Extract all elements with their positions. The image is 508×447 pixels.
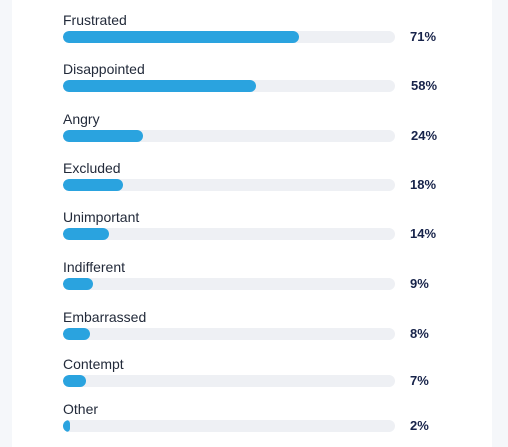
bar-track-angry bbox=[63, 130, 395, 142]
bar-value-label-other: 2% bbox=[410, 418, 429, 433]
bar-label-unimportant: Unimportant bbox=[63, 209, 140, 225]
bar-contempt bbox=[63, 375, 87, 387]
bar-row-indifferent: Indifferent 9% bbox=[12, 259, 492, 299]
bar-indifferent bbox=[63, 278, 93, 290]
bar-disappointed bbox=[63, 80, 256, 92]
bar-value-label-unimportant: 14% bbox=[410, 226, 437, 241]
bar-unimportant bbox=[63, 228, 110, 240]
bar-label-embarrassed: Embarrassed bbox=[63, 309, 147, 325]
chart-card: Frustrated 71% Disappointed 58% Angry 24% Excl… bbox=[12, 0, 492, 447]
bar-frustrated bbox=[63, 31, 299, 43]
bar-track-unimportant bbox=[63, 228, 395, 240]
bar-row-excluded: Excluded 18% bbox=[12, 160, 492, 200]
bar-row-angry: Angry 24% bbox=[12, 111, 492, 151]
bar-track-other bbox=[63, 420, 395, 432]
bar-angry bbox=[63, 130, 143, 142]
bar-row-contempt: Contempt 7% bbox=[12, 356, 492, 396]
bar-track-excluded bbox=[63, 179, 395, 191]
bar-row-unimportant: Unimportant 14% bbox=[12, 209, 492, 249]
bar-value-label-angry: 24% bbox=[411, 128, 438, 143]
bar-value-label-frustrated: 71% bbox=[410, 29, 437, 44]
bar-track-disappointed bbox=[63, 80, 395, 92]
bar-row-embarrassed: Embarrassed 8% bbox=[12, 309, 492, 349]
bar-label-contempt: Contempt bbox=[63, 356, 124, 372]
bar-track-frustrated bbox=[63, 31, 395, 43]
bar-label-disappointed: Disappointed bbox=[63, 61, 145, 77]
bar-row-disappointed: Disappointed 58% bbox=[12, 61, 492, 101]
bar-track-indifferent bbox=[63, 278, 395, 290]
bar-value-label-excluded: 18% bbox=[410, 177, 437, 192]
bar-label-angry: Angry bbox=[63, 111, 100, 127]
bar-track-embarrassed bbox=[63, 328, 395, 340]
bar-row-other: Other 2% bbox=[12, 401, 492, 441]
bar-label-frustrated: Frustrated bbox=[63, 12, 127, 28]
bar-label-other: Other bbox=[63, 401, 99, 417]
bar-label-indifferent: Indifferent bbox=[63, 259, 126, 275]
bar-value-label-disappointed: 58% bbox=[411, 78, 438, 93]
bar-excluded bbox=[63, 179, 123, 191]
bar-track-contempt bbox=[63, 375, 395, 387]
bar-value-label-embarrassed: 8% bbox=[410, 326, 429, 341]
bar-row-frustrated: Frustrated 71% bbox=[12, 12, 492, 52]
bar-other bbox=[63, 420, 70, 432]
bar-embarrassed bbox=[63, 328, 90, 340]
bar-value-label-indifferent: 9% bbox=[410, 276, 429, 291]
bar-label-excluded: Excluded bbox=[63, 160, 121, 176]
bar-value-label-contempt: 7% bbox=[410, 373, 429, 388]
